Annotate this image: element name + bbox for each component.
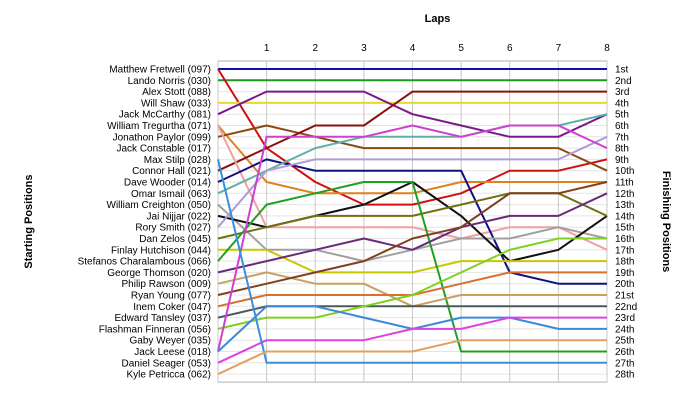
driver-label: Jack McCarthy (081) (119, 110, 211, 121)
driver-label: Kyle Petricca (062) (127, 370, 211, 381)
finishing-position-label: 27th (615, 358, 634, 369)
series-line-20 (217, 181, 608, 296)
driver-label: Inem Coker (047) (133, 302, 211, 313)
driver-label: Daniel Seager (053) (122, 358, 212, 369)
y-axis-title-right: Finishing Positions (660, 171, 672, 272)
series-line-8 (217, 90, 607, 172)
series-line-3 (217, 68, 608, 206)
driver-label: Stefanos Charalambous (066) (78, 257, 211, 268)
finishing-position-label: 20th (615, 279, 634, 290)
driver-label: Edward Tansley (037) (114, 313, 211, 324)
x-axis-title: Laps (425, 13, 451, 25)
finishing-position-label: 14th (615, 211, 634, 222)
lap-tick-label: 7 (556, 43, 562, 54)
finishing-position-label: 3rd (615, 87, 629, 98)
grid-layer (217, 60, 608, 383)
driver-label: Jack Constable (017) (117, 144, 212, 155)
finishing-position-label: 6th (615, 121, 629, 132)
finishing-position-label: 11th (615, 178, 634, 189)
driver-label: Omar Ismail (063) (131, 189, 211, 200)
driver-label: George Thomson (020) (107, 268, 211, 279)
finishing-position-label: 16th (615, 234, 634, 245)
series-line-9 (217, 125, 608, 251)
driver-label: Flashman Finneran (056) (99, 324, 211, 335)
finishing-position-label: 17th (615, 245, 634, 256)
series-line-14 (217, 135, 608, 228)
lap-tick-label: 3 (361, 43, 367, 54)
driver-label: Philip Rawson (009) (122, 279, 212, 290)
series-line-17 (217, 181, 607, 353)
finishing-position-label: 12th (615, 189, 634, 200)
finishing-position-label: 22nd (615, 302, 637, 313)
finishing-position-label: 5th (615, 110, 629, 121)
finishing-position-label: 13th (615, 200, 634, 211)
driver-label: William Tregurtha (071) (107, 121, 211, 132)
label-layer: 1 2 3 4 5 6 7 8 Matthew Fretwell (097)Lando Norr… (23, 13, 672, 381)
driver-label: Lando Norris (030) (128, 76, 211, 87)
series-line-7 (217, 124, 608, 172)
finishing-position-label: 2nd (615, 76, 632, 87)
driver-label: Jack Leese (018) (134, 347, 211, 358)
y-axis-title-left: Starting Positions (23, 174, 35, 268)
finishing-position-label: 24th (615, 324, 634, 335)
series-line-5 (217, 90, 608, 138)
finishing-position-label: 10th (615, 166, 634, 177)
finishing-position-label: 7th (615, 132, 629, 143)
finishing-position-label: 21st (615, 291, 634, 302)
series-line-23 (217, 237, 607, 330)
series-line-27 (217, 159, 607, 364)
series-line-6 (217, 124, 607, 195)
series-line-28 (217, 339, 607, 376)
series-line-18 (217, 192, 608, 274)
finishing-position-label: 28th (615, 370, 634, 381)
driver-label: Gaby Weyer (035) (129, 336, 211, 347)
driver-label: Connor Hall (021) (132, 166, 211, 177)
driver-label: Max Stilp (028) (144, 155, 211, 166)
finishing-position-label: 25th (615, 336, 634, 347)
lap-tick-label: 6 (507, 43, 513, 54)
series-line-24 (217, 124, 608, 352)
driver-label: Jonathon Paylor (099) (113, 132, 211, 143)
series-line-26 (217, 316, 607, 364)
driver-label: Dave Wooder (014) (124, 178, 211, 189)
driver-label: Matthew Fretwell (097) (109, 65, 211, 76)
series-layer (217, 68, 608, 376)
finishing-position-label: 8th (615, 144, 629, 155)
lap-tick-label: 4 (410, 43, 416, 54)
finishing-position-label: 19th (615, 268, 634, 279)
lap-tick-label: 2 (312, 43, 318, 54)
lap-tick-label: 8 (604, 43, 610, 54)
lap-tick-label: 1 (264, 43, 270, 54)
driver-label: Jai Nijjar (022) (147, 211, 211, 222)
driver-label: Will Shaw (033) (141, 98, 211, 109)
driver-label: Ryan Young (077) (131, 291, 211, 302)
driver-label: William Creighton (050) (107, 200, 211, 211)
finishing-position-label: 18th (615, 257, 634, 268)
driver-label: Dan Zelos (045) (139, 234, 211, 245)
finishing-position-label: 9th (615, 155, 629, 166)
finishing-position-label: 1st (615, 65, 629, 76)
driver-label: Finlay Hutchison (044) (111, 245, 211, 256)
finishing-position-label: 26th (615, 347, 634, 358)
finishing-position-label: 15th (615, 223, 634, 234)
finishing-position-label: 23rd (615, 313, 635, 324)
driver-label: Alex Stott (088) (142, 87, 211, 98)
finishing-position-label: 4th (615, 98, 629, 109)
lap-tick-label: 5 (458, 43, 464, 54)
driver-label: Rory Smith (027) (135, 223, 211, 234)
